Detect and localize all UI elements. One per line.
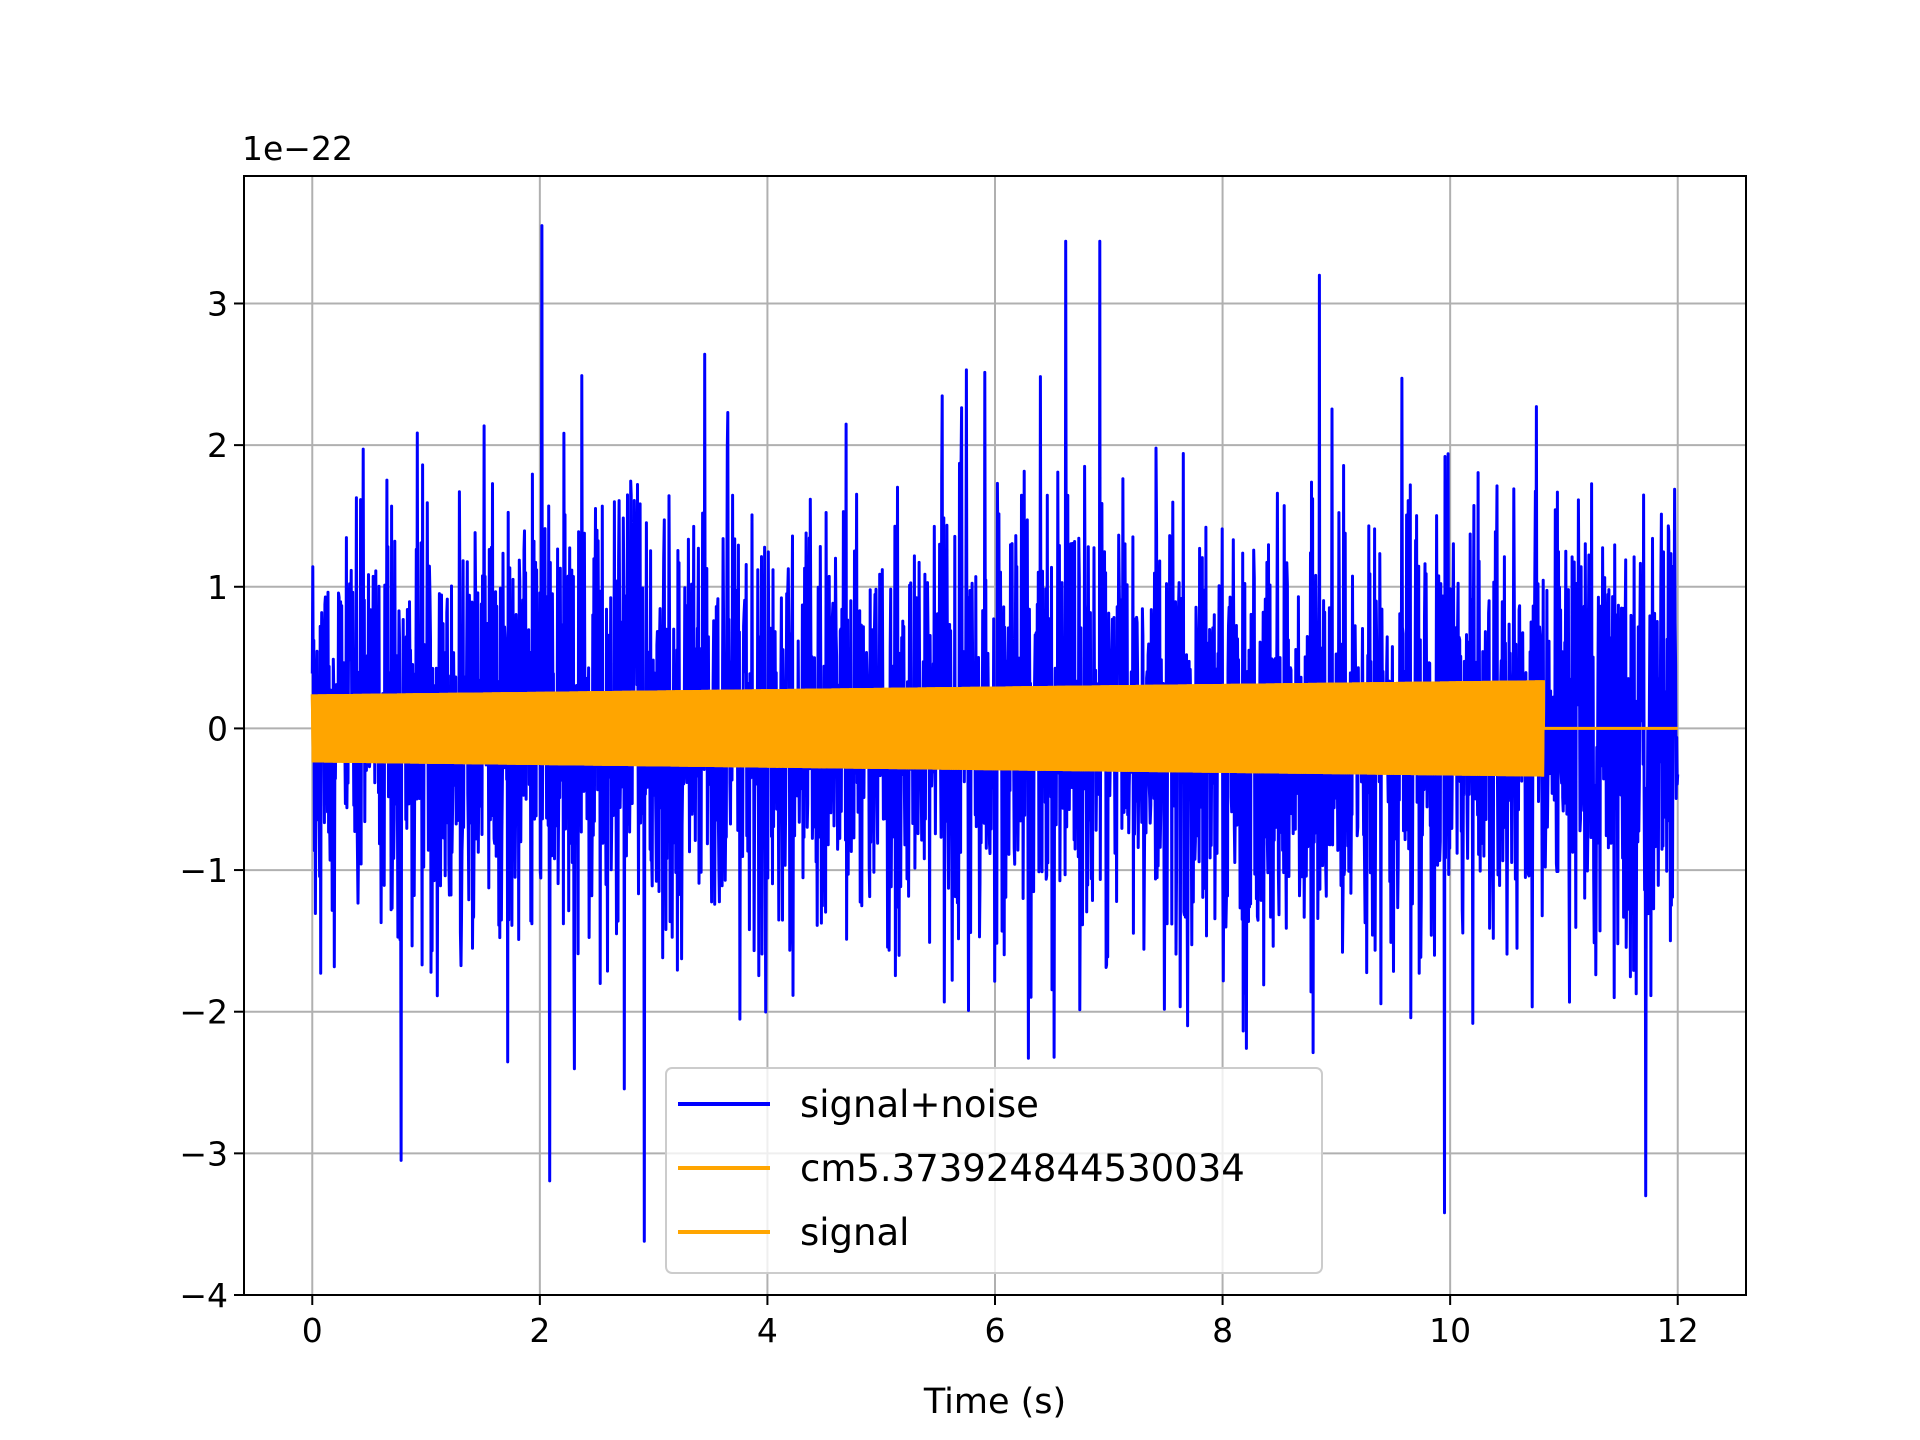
legend-label-cm: cm5.373924844530034 (800, 1147, 1245, 1190)
y-tick-label: −4 (179, 1276, 228, 1315)
series-layer (310, 224, 1680, 1243)
y-tick-label: 3 (207, 284, 228, 323)
series-signal-line (310, 680, 1678, 777)
x-tick-label: 12 (1657, 1311, 1699, 1350)
offset-text: 1e−22 (242, 129, 353, 168)
y-tick-label: 0 (207, 709, 228, 748)
legend-label-signal: signal (800, 1211, 909, 1254)
legend-label-signal-noise: signal+noise (800, 1083, 1039, 1126)
x-axis-label: Time (s) (923, 1382, 1066, 1422)
y-tick-label: −1 (179, 851, 228, 890)
series-signal-noise-line (310, 224, 1680, 1243)
y-tick-label: 1 (207, 568, 228, 607)
legend: signal+noise cm5.373924844530034 signal (665, 1067, 1323, 1274)
y-tick-label: 2 (207, 426, 228, 465)
x-tick-label: 6 (985, 1311, 1006, 1350)
x-tick-label: 8 (1212, 1311, 1233, 1350)
x-tick-label: 10 (1429, 1311, 1471, 1350)
x-tick-label: 4 (757, 1311, 778, 1350)
x-tick-label: 2 (529, 1311, 550, 1350)
y-tick-label: −3 (179, 1134, 228, 1173)
x-tick-label: 0 (302, 1311, 323, 1350)
y-tick-label: −2 (179, 993, 228, 1032)
legend-frame (665, 1067, 1323, 1274)
